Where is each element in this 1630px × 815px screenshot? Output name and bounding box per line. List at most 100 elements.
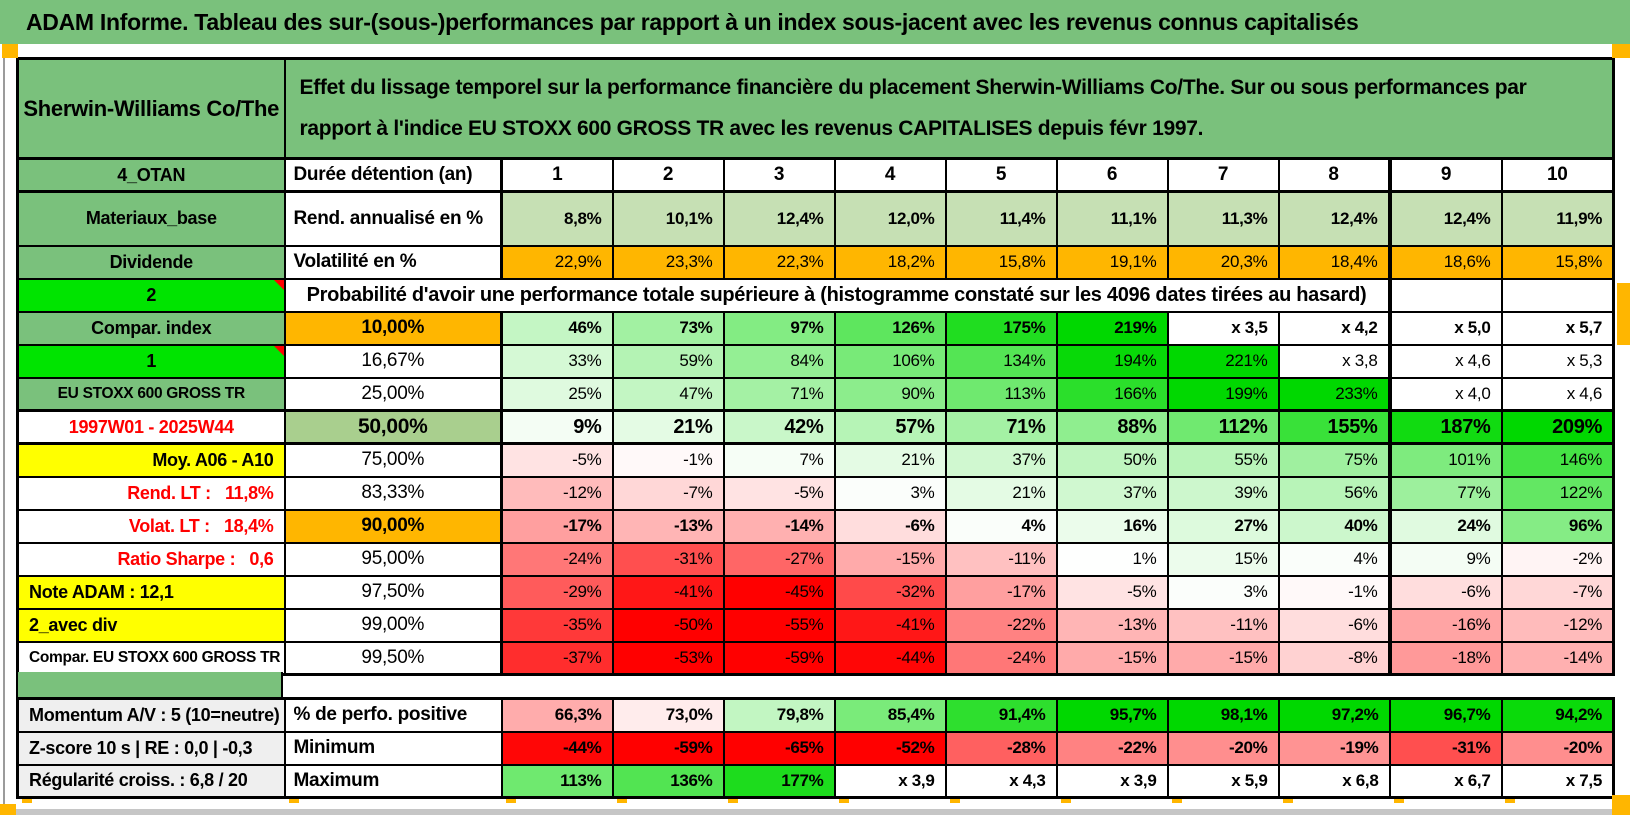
threshold-label-cell[interactable]: 25,00% — [283, 376, 503, 412]
data-cell[interactable]: 84% — [722, 343, 836, 379]
data-cell[interactable]: 88% — [1055, 409, 1169, 445]
data-cell[interactable]: -37% — [500, 640, 614, 676]
data-cell[interactable]: 187% — [1387, 409, 1503, 445]
threshold-label-cell[interactable]: Minimum — [283, 730, 503, 766]
data-cell[interactable]: -31% — [1388, 730, 1503, 766]
data-cell[interactable]: 23,3% — [611, 244, 725, 280]
data-cell[interactable]: 21% — [611, 409, 725, 445]
data-cell[interactable]: x 5,3 — [1500, 343, 1615, 379]
data-cell[interactable]: 98,1% — [1166, 697, 1280, 733]
data-cell[interactable]: x 3,8 — [1277, 343, 1391, 379]
data-cell[interactable]: -13% — [611, 508, 725, 544]
column-header-cell[interactable]: 8 — [1277, 157, 1391, 193]
data-cell[interactable]: 10,1% — [611, 190, 725, 247]
data-cell[interactable]: x 5,0 — [1387, 310, 1503, 346]
data-cell[interactable]: 33% — [500, 343, 614, 379]
data-cell[interactable]: 71% — [722, 376, 836, 412]
data-cell[interactable]: x 3,5 — [1166, 310, 1280, 346]
data-cell[interactable]: 15,8% — [944, 244, 1058, 280]
data-cell[interactable]: 12,4% — [1387, 190, 1503, 247]
data-cell[interactable]: -13% — [1055, 607, 1169, 643]
data-cell[interactable]: -14% — [722, 508, 836, 544]
data-cell[interactable]: 96,7% — [1388, 697, 1503, 733]
data-cell[interactable]: 146% — [1500, 442, 1615, 478]
empty-cell[interactable] — [1500, 277, 1615, 313]
data-cell[interactable]: 24% — [1387, 508, 1503, 544]
column-header-cell[interactable]: 4 — [833, 157, 947, 193]
data-cell[interactable]: -28% — [944, 730, 1058, 766]
data-cell[interactable]: 57% — [833, 409, 947, 445]
data-cell[interactable]: 95,7% — [1055, 697, 1169, 733]
empty-cell[interactable] — [1387, 277, 1503, 313]
data-cell[interactable]: 73,0% — [611, 697, 725, 733]
row-label-cell[interactable]: 2_avec div — [16, 607, 286, 643]
row-label-cell[interactable]: Momentum A/V : 5 (10=neutre) — [16, 697, 286, 733]
data-cell[interactable]: x 3,9 — [833, 763, 947, 799]
data-cell[interactable]: 42% — [722, 409, 836, 445]
data-cell[interactable]: 136% — [611, 763, 725, 799]
data-cell[interactable]: 40% — [1277, 508, 1391, 544]
data-cell[interactable]: -24% — [500, 541, 614, 577]
data-cell[interactable]: 39% — [1166, 475, 1280, 511]
data-cell[interactable]: -6% — [1387, 574, 1503, 610]
data-cell[interactable]: -1% — [1277, 574, 1391, 610]
data-cell[interactable]: -15% — [1055, 640, 1169, 676]
data-cell[interactable]: x 4,2 — [1277, 310, 1391, 346]
data-cell[interactable]: -41% — [611, 574, 725, 610]
data-cell[interactable]: 91,4% — [944, 697, 1058, 733]
data-cell[interactable]: -5% — [722, 475, 836, 511]
data-cell[interactable]: 73% — [611, 310, 725, 346]
data-cell[interactable]: 55% — [1166, 442, 1280, 478]
data-cell[interactable]: 9% — [1387, 541, 1503, 577]
data-cell[interactable]: 126% — [833, 310, 947, 346]
data-cell[interactable]: 77% — [1387, 475, 1503, 511]
threshold-label-cell[interactable]: 95,00% — [283, 541, 503, 577]
data-cell[interactable]: -35% — [500, 607, 614, 643]
threshold-label-cell[interactable]: Rend. annualisé en % — [283, 190, 503, 247]
data-cell[interactable]: 56% — [1277, 475, 1391, 511]
data-cell[interactable]: 90% — [833, 376, 947, 412]
data-cell[interactable]: -55% — [722, 607, 836, 643]
row-label-cell[interactable]: 1 — [16, 343, 286, 379]
data-cell[interactable]: -5% — [500, 442, 614, 478]
data-cell[interactable]: 16% — [1055, 508, 1169, 544]
probability-note-cell[interactable]: Probabilité d'avoir une performance tota… — [283, 277, 1391, 313]
data-cell[interactable]: -31% — [611, 541, 725, 577]
data-cell[interactable]: 113% — [500, 763, 614, 799]
data-cell[interactable]: -27% — [722, 541, 836, 577]
data-cell[interactable]: 9% — [500, 409, 614, 445]
data-cell[interactable]: 66,3% — [500, 697, 614, 733]
data-cell[interactable]: -17% — [944, 574, 1058, 610]
threshold-label-cell[interactable]: 10,00% — [283, 310, 503, 346]
row-label-cell[interactable]: Ratio Sharpe : 0,6 — [16, 541, 286, 577]
data-cell[interactable]: 209% — [1500, 409, 1615, 445]
data-cell[interactable]: 71% — [944, 409, 1058, 445]
data-cell[interactable]: -59% — [722, 640, 836, 676]
data-cell[interactable]: -22% — [944, 607, 1058, 643]
data-cell[interactable]: 166% — [1055, 376, 1169, 412]
threshold-label-cell[interactable]: 90,00% — [283, 508, 503, 544]
data-cell[interactable]: 79,8% — [722, 697, 836, 733]
data-cell[interactable]: -44% — [833, 640, 947, 676]
data-cell[interactable]: 94,2% — [1500, 697, 1615, 733]
column-header-cell[interactable]: 9 — [1387, 157, 1503, 193]
data-cell[interactable]: x 4,3 — [944, 763, 1058, 799]
column-header-cell[interactable]: 10 — [1500, 157, 1615, 193]
data-cell[interactable]: -2% — [1500, 541, 1615, 577]
column-header-cell[interactable]: 1 — [500, 157, 614, 193]
data-cell[interactable]: -53% — [611, 640, 725, 676]
data-cell[interactable]: 22,3% — [722, 244, 836, 280]
row-label-cell[interactable]: Materiaux_base — [16, 190, 286, 247]
data-cell[interactable]: -12% — [1500, 607, 1615, 643]
row-label-cell[interactable]: Note ADAM : 12,1 — [16, 574, 286, 610]
data-cell[interactable]: 3% — [1166, 574, 1280, 610]
data-cell[interactable]: 47% — [611, 376, 725, 412]
data-cell[interactable]: 11,9% — [1500, 190, 1615, 247]
data-cell[interactable]: 15,8% — [1500, 244, 1615, 280]
data-cell[interactable]: -59% — [611, 730, 725, 766]
row-label-cell[interactable]: Moy. A06 - A10 — [16, 442, 286, 478]
data-cell[interactable]: x 5,9 — [1166, 763, 1280, 799]
data-cell[interactable]: 199% — [1166, 376, 1280, 412]
data-cell[interactable]: 97% — [722, 310, 836, 346]
threshold-label-cell[interactable]: 75,00% — [283, 442, 503, 478]
